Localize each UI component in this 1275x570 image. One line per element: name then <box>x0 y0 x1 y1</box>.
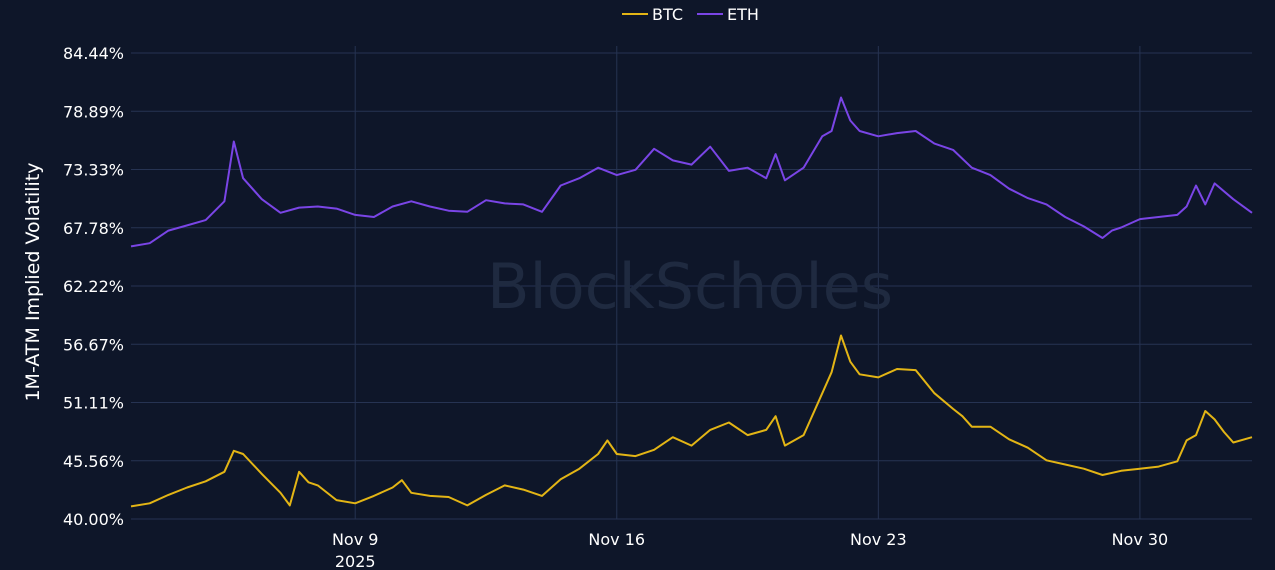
grid-lines <box>131 46 1252 520</box>
y-tick-label: 73.33% <box>63 161 124 180</box>
y-tick-label: 84.44% <box>63 44 124 63</box>
legend-label: BTC <box>652 5 683 24</box>
legend-label: ETH <box>727 5 759 24</box>
y-tick-label: 45.56% <box>63 452 124 471</box>
y-tick-label: 56.67% <box>63 335 124 354</box>
series-line-eth <box>130 96 1253 248</box>
y-axis-ticks: 40.00% 45.56% 51.11% 56.67% 62.22% 67.78% 73.3… <box>63 44 124 529</box>
x-tick-label: Nov 30 <box>1112 530 1169 549</box>
x-tick-label: Nov 23 <box>850 530 907 549</box>
legend-item-btc[interactable]: BTC <box>622 5 683 24</box>
y-tick-label: 67.78% <box>63 219 124 238</box>
watermark: BlockScholes <box>487 250 893 323</box>
y-axis-label: 1M-ATM Implied Volatility <box>22 162 44 401</box>
x-tick-label: Nov 16 <box>588 530 645 549</box>
legend[interactable]: BTC ETH <box>622 5 759 24</box>
legend-item-eth[interactable]: ETH <box>697 5 759 24</box>
series-line-btc <box>130 334 1253 508</box>
series-lines <box>130 96 1253 508</box>
x-axis-ticks: Nov 9 2025 Nov 16 Nov 23 Nov 30 <box>332 530 1168 570</box>
y-tick-label: 51.11% <box>63 394 124 413</box>
y-tick-label: 62.22% <box>63 277 124 296</box>
x-tick-sublabel: 2025 <box>335 552 376 570</box>
x-tick-label: Nov 9 <box>332 530 379 549</box>
y-tick-label: 78.89% <box>63 102 124 121</box>
y-tick-label: 40.00% <box>63 510 124 529</box>
